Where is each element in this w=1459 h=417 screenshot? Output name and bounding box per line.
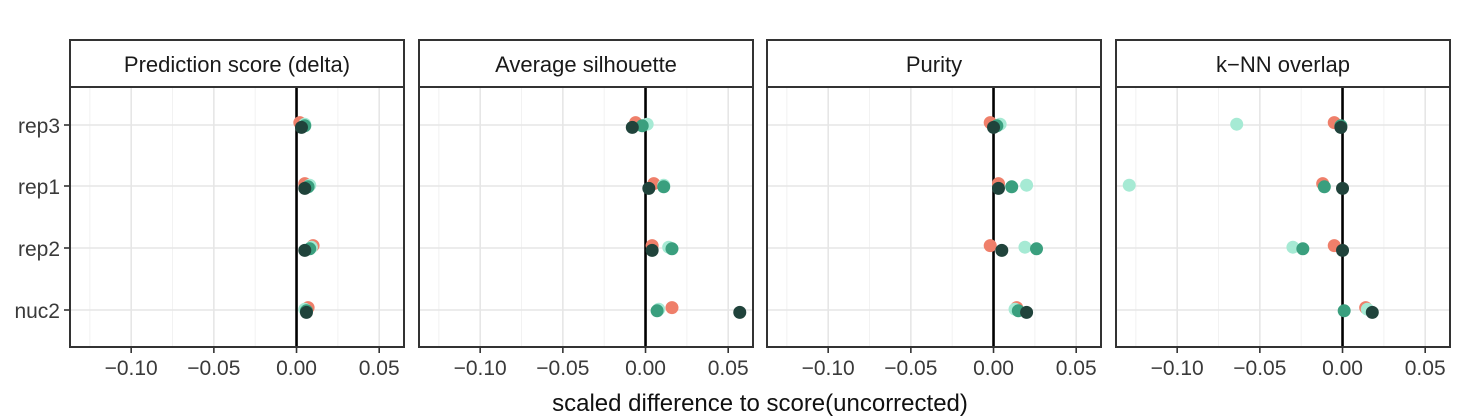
data-point bbox=[987, 120, 1001, 134]
panel-title: Purity bbox=[906, 52, 962, 77]
panel-4: k−NN overlap −0.10 −0.05 0.00 0.05 bbox=[1115, 39, 1451, 380]
data-point bbox=[1230, 117, 1244, 131]
panel-strip bbox=[418, 39, 754, 88]
data-point bbox=[665, 242, 679, 256]
x-tick-label: −0.10 bbox=[802, 357, 855, 380]
panel-title: k−NN overlap bbox=[1216, 52, 1350, 77]
data-point bbox=[733, 305, 747, 319]
x-tick-label: 0.00 bbox=[973, 357, 1014, 380]
panel-3: Purity −0.10 −0.05 0.00 0.05 bbox=[766, 39, 1102, 380]
data-point bbox=[1296, 242, 1310, 256]
data-point bbox=[298, 181, 312, 195]
data-point bbox=[1336, 181, 1350, 195]
panel-border bbox=[418, 86, 754, 348]
plot-background bbox=[1116, 87, 1450, 347]
data-point bbox=[1337, 304, 1351, 318]
data-point bbox=[665, 301, 679, 315]
x-tick-label: −0.10 bbox=[105, 357, 158, 380]
data-point bbox=[991, 181, 1005, 195]
x-tick-label: 0.05 bbox=[1056, 357, 1097, 380]
data-point bbox=[1317, 180, 1331, 194]
panel-border bbox=[766, 86, 1102, 348]
panels-layer: Prediction score (delta) −0.10 −0.05 0.00 0.… bbox=[14, 39, 1451, 380]
data-point bbox=[983, 239, 997, 253]
data-point bbox=[642, 181, 656, 195]
data-point bbox=[1334, 120, 1348, 134]
data-point bbox=[299, 305, 313, 319]
data-point bbox=[1005, 180, 1019, 194]
data-point bbox=[1030, 242, 1044, 256]
panel-strip bbox=[1115, 39, 1451, 88]
data-point bbox=[1020, 178, 1034, 192]
data-point bbox=[657, 180, 671, 194]
data-point bbox=[298, 243, 312, 257]
x-tick-label: 0.00 bbox=[1322, 357, 1363, 380]
y-tick-label: rep3 bbox=[18, 115, 60, 138]
panel-title: Average silhouette bbox=[495, 52, 677, 77]
data-point bbox=[650, 304, 664, 318]
x-tick-label: −0.10 bbox=[454, 357, 507, 380]
data-point bbox=[995, 243, 1009, 257]
panel-title: Prediction score (delta) bbox=[124, 52, 350, 77]
x-tick-label: 0.05 bbox=[1405, 357, 1446, 380]
plot-background bbox=[767, 87, 1101, 347]
x-tick-label: −0.05 bbox=[187, 357, 240, 380]
x-tick-label: 0.05 bbox=[359, 357, 400, 380]
y-tick-label: nuc2 bbox=[14, 300, 60, 323]
panel-2: Average silhouette −0.10 −0.05 0.00 0.05 bbox=[418, 39, 754, 380]
y-tick-label: rep2 bbox=[18, 238, 60, 261]
data-point bbox=[1365, 305, 1379, 319]
data-point bbox=[625, 120, 639, 134]
plot-background bbox=[70, 87, 404, 347]
x-axis-title: scaled difference to score(uncorrected) bbox=[552, 390, 968, 417]
data-point bbox=[1018, 240, 1032, 254]
data-point bbox=[1336, 243, 1350, 257]
x-tick-label: −0.05 bbox=[536, 357, 589, 380]
data-point bbox=[1286, 240, 1300, 254]
panel-border bbox=[69, 86, 405, 348]
data-point bbox=[1020, 305, 1034, 319]
data-point bbox=[1122, 178, 1136, 192]
data-point bbox=[645, 243, 659, 257]
data-point bbox=[635, 119, 649, 133]
data-point bbox=[294, 120, 308, 134]
x-tick-label: 0.05 bbox=[708, 357, 749, 380]
panel-1: Prediction score (delta) −0.10 −0.05 0.00 0.… bbox=[14, 39, 405, 380]
x-tick-label: −0.05 bbox=[1233, 357, 1286, 380]
panel-border bbox=[1115, 86, 1451, 348]
plot-background bbox=[419, 87, 753, 347]
x-tick-label: 0.00 bbox=[276, 357, 317, 380]
y-tick-label: rep1 bbox=[18, 176, 60, 199]
x-tick-label: −0.05 bbox=[884, 357, 937, 380]
panel-strip bbox=[69, 39, 405, 88]
x-tick-label: −0.10 bbox=[1151, 357, 1204, 380]
panel-strip bbox=[766, 39, 1102, 88]
x-tick-label: 0.00 bbox=[625, 357, 666, 380]
